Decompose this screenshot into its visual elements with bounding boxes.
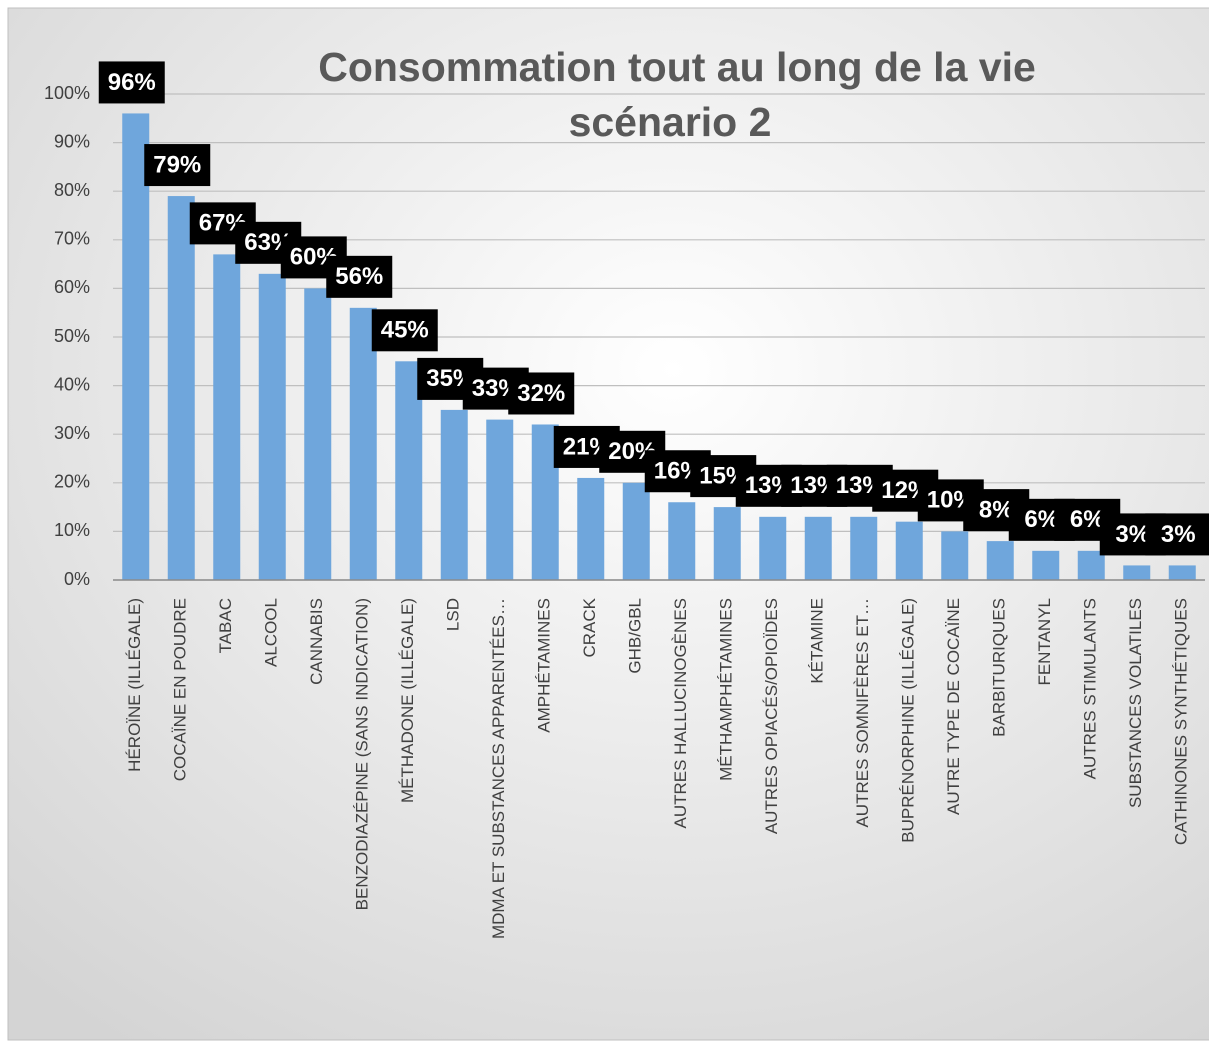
data-label: 96% xyxy=(108,69,156,96)
bar xyxy=(440,409,468,580)
bar xyxy=(258,273,286,580)
x-tick-label: AUTRES STIMULANTS xyxy=(1081,598,1100,779)
bar xyxy=(213,254,241,580)
y-tick-label: 80% xyxy=(54,180,90,200)
data-label: 56% xyxy=(335,263,383,290)
bar xyxy=(759,516,787,580)
bar xyxy=(986,541,1014,580)
data-label: 45% xyxy=(381,317,429,344)
data-label-box xyxy=(1145,513,1209,556)
y-tick-label: 10% xyxy=(54,520,90,540)
bar xyxy=(804,516,832,580)
x-tick-label: CRACK xyxy=(580,597,599,657)
data-label-box xyxy=(371,309,438,352)
bar xyxy=(1032,550,1060,580)
x-tick-label: SUBSTANCES VOLATILES xyxy=(1126,598,1145,808)
y-tick-label: 70% xyxy=(54,229,90,249)
x-tick-label: MDMA ET SUBSTANCES APPARENTÉES… xyxy=(489,598,508,939)
y-tick-label: 60% xyxy=(54,277,90,297)
bar xyxy=(1168,565,1196,580)
y-tick-label: 20% xyxy=(54,472,90,492)
bar xyxy=(167,196,195,580)
x-tick-label: AMPHÉTAMINES xyxy=(535,598,554,733)
y-tick-label: 30% xyxy=(54,423,90,443)
data-label: 3% xyxy=(1161,521,1196,548)
x-tick-label: KÉTAMINE xyxy=(808,598,827,684)
bar xyxy=(941,531,969,580)
data-label-box xyxy=(98,61,165,104)
bar xyxy=(304,288,332,580)
data-label-box xyxy=(144,144,211,187)
data-label: 79% xyxy=(153,151,201,178)
data-label: 6% xyxy=(1070,506,1105,533)
data-label: 3% xyxy=(1115,521,1150,548)
x-tick-label: TABAC xyxy=(216,598,235,653)
y-tick-label: 50% xyxy=(54,326,90,346)
bar xyxy=(895,521,923,580)
x-tick-label: AUTRES OPIACÉS/OPIOÏDES xyxy=(762,598,781,834)
x-tick-label: CATHINONES SYNTHÉTIQUES xyxy=(1172,598,1191,845)
y-tick-label: 40% xyxy=(54,374,90,394)
bar xyxy=(122,113,150,580)
chart-title: scénario 2 xyxy=(569,99,772,145)
x-tick-label: BARBITURIQUES xyxy=(990,598,1009,737)
bar xyxy=(577,477,605,580)
y-tick-label: 90% xyxy=(54,131,90,151)
data-label: 32% xyxy=(517,380,565,407)
bar xyxy=(1123,565,1151,580)
x-tick-label: AUTRES HALLUCINOGÈNES xyxy=(671,598,690,829)
x-tick-label: COCAÏNE EN POUDRE xyxy=(171,598,190,781)
bar xyxy=(1077,550,1105,580)
x-tick-label: ALCOOL xyxy=(262,598,281,667)
x-tick-label: MÉTHAMPHÉTAMINES xyxy=(717,598,736,781)
x-tick-label: GHB/GBL xyxy=(626,598,645,674)
bar xyxy=(349,307,377,580)
bar xyxy=(622,482,650,580)
data-label: 8% xyxy=(979,496,1014,523)
x-tick-label: AUTRE TYPE DE COCAÏNE xyxy=(944,598,963,815)
x-tick-label: BENZODIAZÉPINE (SANS INDICATION) xyxy=(353,598,372,910)
x-tick-label: HÉROÏNE (ILLÉGALE) xyxy=(125,598,144,772)
x-tick-label: CANNABIS xyxy=(307,598,326,685)
bar xyxy=(486,419,514,580)
y-tick-label: 0% xyxy=(64,569,90,589)
data-label-box xyxy=(326,255,393,298)
y-tick-label: 100% xyxy=(44,83,90,103)
chart-title: Consommation tout au long de la vie xyxy=(318,44,1036,90)
bar xyxy=(668,502,696,580)
data-label-box xyxy=(508,372,575,415)
data-label: 6% xyxy=(1024,506,1059,533)
bar xyxy=(850,516,878,580)
bars xyxy=(122,113,1196,580)
x-tick-label: FENTANYL xyxy=(1035,598,1054,686)
x-tick-label: AUTRES SOMNIFÈRES ET… xyxy=(853,598,872,828)
x-tick-label: LSD xyxy=(444,598,463,631)
x-tick-label: MÉTHADONE (ILLÉGALE) xyxy=(398,598,417,803)
x-tick-label: BUPRÉNORPHINE (ILLÉGALE) xyxy=(899,598,918,843)
bar xyxy=(713,507,741,580)
